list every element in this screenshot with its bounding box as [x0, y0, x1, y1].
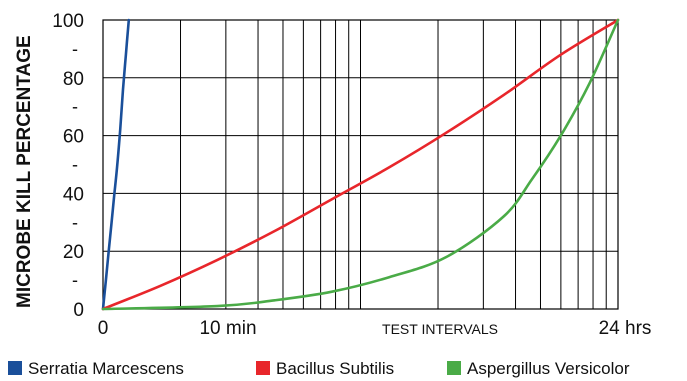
y-minor-tick-label: - [72, 270, 78, 290]
legend-label-serratia: Serratia Marcescens [28, 359, 184, 378]
x-tick-label-0: 0 [98, 318, 109, 339]
x-axis-label: TEST INTERVALS [382, 321, 498, 337]
y-minor-tick-label: - [72, 155, 78, 175]
legend-swatch-aspergillus [447, 361, 461, 375]
legend: Serratia Marcescens Bacillus Subtilis As… [8, 359, 630, 378]
series-line-0 [101, 18, 131, 311]
x-tick-label-2: 24 hrs [599, 318, 652, 339]
series-lines [101, 18, 620, 311]
y-tick-label: 40 [63, 184, 84, 205]
y-tick-label: 80 [63, 69, 84, 90]
legend-swatch-bacillus [256, 361, 270, 375]
series-line-2 [101, 18, 620, 311]
y-tick-label: 100 [52, 11, 84, 32]
x-tick-label-1: 10 min [199, 318, 256, 339]
plot-area-border [102, 19, 619, 310]
y-axis-label: MICROBE KILL PERCENTAGE [14, 35, 35, 308]
y-tick-label: 20 [63, 242, 84, 263]
y-minor-tick-label: - [72, 212, 78, 232]
y-tick-label: 0 [73, 300, 84, 321]
y-minor-tick-label: - [72, 39, 78, 59]
y-tick-labels: 0 20 40 60 80 100 - - - - - [52, 11, 84, 321]
y-minor-tick-label: - [72, 97, 78, 117]
legend-label-bacillus: Bacillus Subtilis [276, 359, 394, 378]
legend-label-aspergillus: Aspergillus Versicolor [467, 359, 630, 378]
series-line-1 [101, 18, 620, 311]
y-tick-label: 60 [63, 127, 84, 148]
legend-swatch-serratia [8, 361, 22, 375]
